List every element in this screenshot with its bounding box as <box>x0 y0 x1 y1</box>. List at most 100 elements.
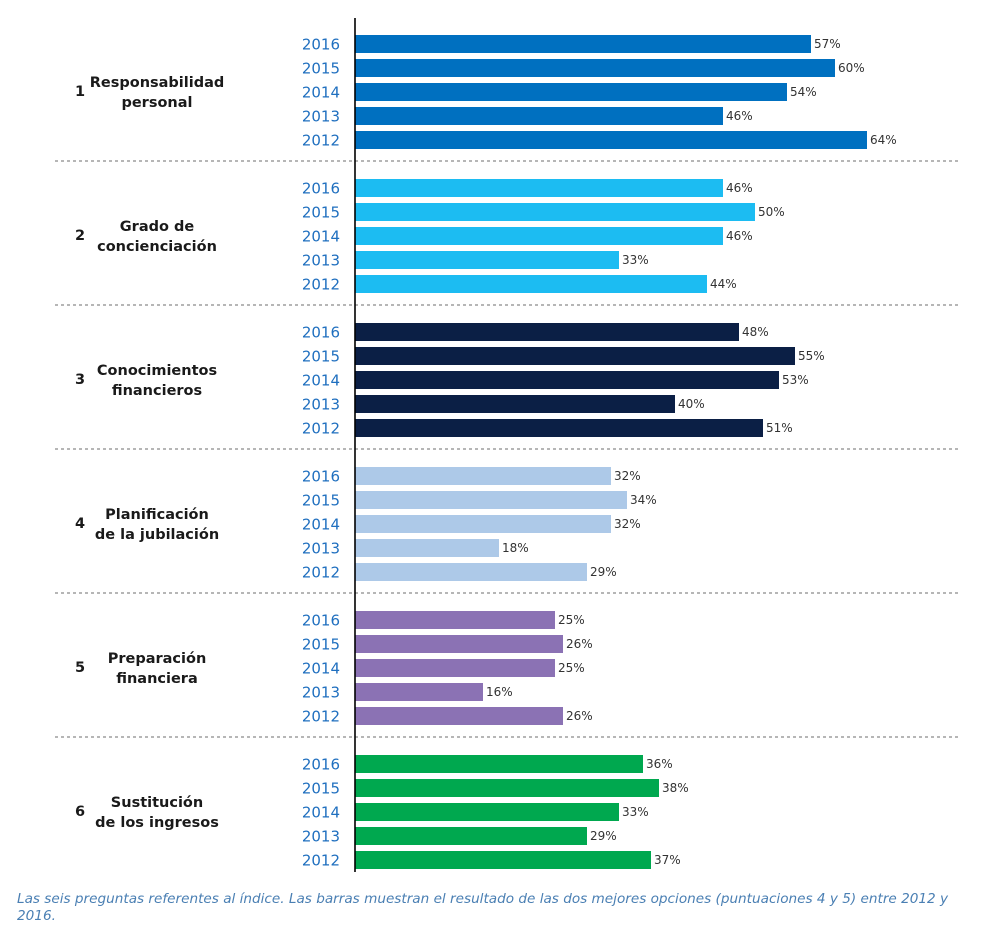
year-label: 2013 <box>302 828 340 846</box>
year-label: 2015 <box>302 636 340 654</box>
group-title: de los ingresos <box>95 815 219 831</box>
value-label: 25% <box>558 613 585 627</box>
value-label: 50% <box>758 205 785 219</box>
group-number: 5 <box>75 660 85 676</box>
value-label: 18% <box>502 541 529 555</box>
bar-3-2016 <box>355 323 739 341</box>
group-number: 4 <box>75 516 85 532</box>
value-label: 46% <box>726 109 753 123</box>
group-title: concienciación <box>97 239 217 255</box>
year-label: 2012 <box>302 132 340 150</box>
bar-6-2013 <box>355 827 587 845</box>
year-label: 2014 <box>302 516 340 534</box>
group-title: Planificación <box>105 507 209 523</box>
group-title: de la jubilación <box>95 527 219 543</box>
group-number: 6 <box>75 804 85 820</box>
bar-4-2013 <box>355 539 499 557</box>
value-label: 54% <box>790 85 817 99</box>
year-label: 2016 <box>302 612 340 630</box>
bar-3-2014 <box>355 371 779 389</box>
value-label: 33% <box>622 805 649 819</box>
bar-1-2015 <box>355 59 835 77</box>
value-label: 32% <box>614 469 641 483</box>
value-label: 36% <box>646 757 673 771</box>
year-label: 2013 <box>302 252 340 270</box>
year-label: 2016 <box>302 180 340 198</box>
value-label: 64% <box>870 133 897 147</box>
value-label: 60% <box>838 61 865 75</box>
value-label: 32% <box>614 517 641 531</box>
value-label: 29% <box>590 829 617 843</box>
value-label: 16% <box>486 685 513 699</box>
bar-1-2013 <box>355 107 723 125</box>
group-title: Grado de <box>120 219 195 235</box>
bar-5-2015 <box>355 635 563 653</box>
group-title: financiera <box>116 671 198 687</box>
year-label: 2013 <box>302 540 340 558</box>
group-number: 3 <box>75 372 85 388</box>
group-title: personal <box>121 95 192 111</box>
year-label: 2015 <box>302 60 340 78</box>
value-label: 55% <box>798 349 825 363</box>
bar-4-2016 <box>355 467 611 485</box>
year-label: 2014 <box>302 660 340 678</box>
group-title: Sustitución <box>111 795 203 811</box>
year-label: 2012 <box>302 708 340 726</box>
bar-1-2014 <box>355 83 787 101</box>
group-title: Responsabilidad <box>90 75 225 91</box>
value-label: 37% <box>654 853 681 867</box>
group-title: financieros <box>112 383 202 399</box>
year-label: 2015 <box>302 204 340 222</box>
year-label: 2015 <box>302 780 340 798</box>
value-label: 48% <box>742 325 769 339</box>
bar-4-2015 <box>355 491 627 509</box>
value-label: 26% <box>566 637 593 651</box>
bar-4-2012 <box>355 563 587 581</box>
bar-3-2015 <box>355 347 795 365</box>
group-number: 2 <box>75 228 85 244</box>
value-label: 25% <box>558 661 585 675</box>
bar-1-2016 <box>355 35 811 53</box>
bar-5-2016 <box>355 611 555 629</box>
bar-2-2013 <box>355 251 619 269</box>
bar-3-2012 <box>355 419 763 437</box>
bar-2-2016 <box>355 179 723 197</box>
bar-5-2014 <box>355 659 555 677</box>
bar-2-2014 <box>355 227 723 245</box>
bar-1-2012 <box>355 131 867 149</box>
bar-6-2014 <box>355 803 619 821</box>
group-title: Conocimientos <box>97 363 217 379</box>
value-label: 53% <box>782 373 809 387</box>
value-label: 57% <box>814 37 841 51</box>
value-label: 33% <box>622 253 649 267</box>
bar-2-2015 <box>355 203 755 221</box>
year-label: 2014 <box>302 84 340 102</box>
group-number: 1 <box>75 84 85 100</box>
year-label: 2014 <box>302 228 340 246</box>
chart-caption: Las seis preguntas referentes al índice.… <box>17 891 949 924</box>
value-label: 44% <box>710 277 737 291</box>
bar-5-2013 <box>355 683 483 701</box>
value-label: 51% <box>766 421 793 435</box>
bar-6-2016 <box>355 755 643 773</box>
bar-4-2014 <box>355 515 611 533</box>
year-label: 2013 <box>302 684 340 702</box>
bar-5-2012 <box>355 707 563 725</box>
bar-6-2012 <box>355 851 651 869</box>
year-label: 2016 <box>302 324 340 342</box>
value-label: 46% <box>726 229 753 243</box>
value-label: 29% <box>590 565 617 579</box>
year-label: 2016 <box>302 36 340 54</box>
year-label: 2012 <box>302 564 340 582</box>
group-title: Preparación <box>108 651 207 667</box>
value-label: 26% <box>566 709 593 723</box>
value-label: 34% <box>630 493 657 507</box>
bar-3-2013 <box>355 395 675 413</box>
year-label: 2014 <box>302 372 340 390</box>
year-label: 2012 <box>302 276 340 294</box>
bar-chart: 2016 57% 2015 60% 2014 54% 2013 46% 2012 64% 1 Resp… <box>55 18 958 872</box>
year-label: 2013 <box>302 108 340 126</box>
year-label: 2012 <box>302 852 340 870</box>
value-label: 38% <box>662 781 689 795</box>
year-label: 2013 <box>302 396 340 414</box>
